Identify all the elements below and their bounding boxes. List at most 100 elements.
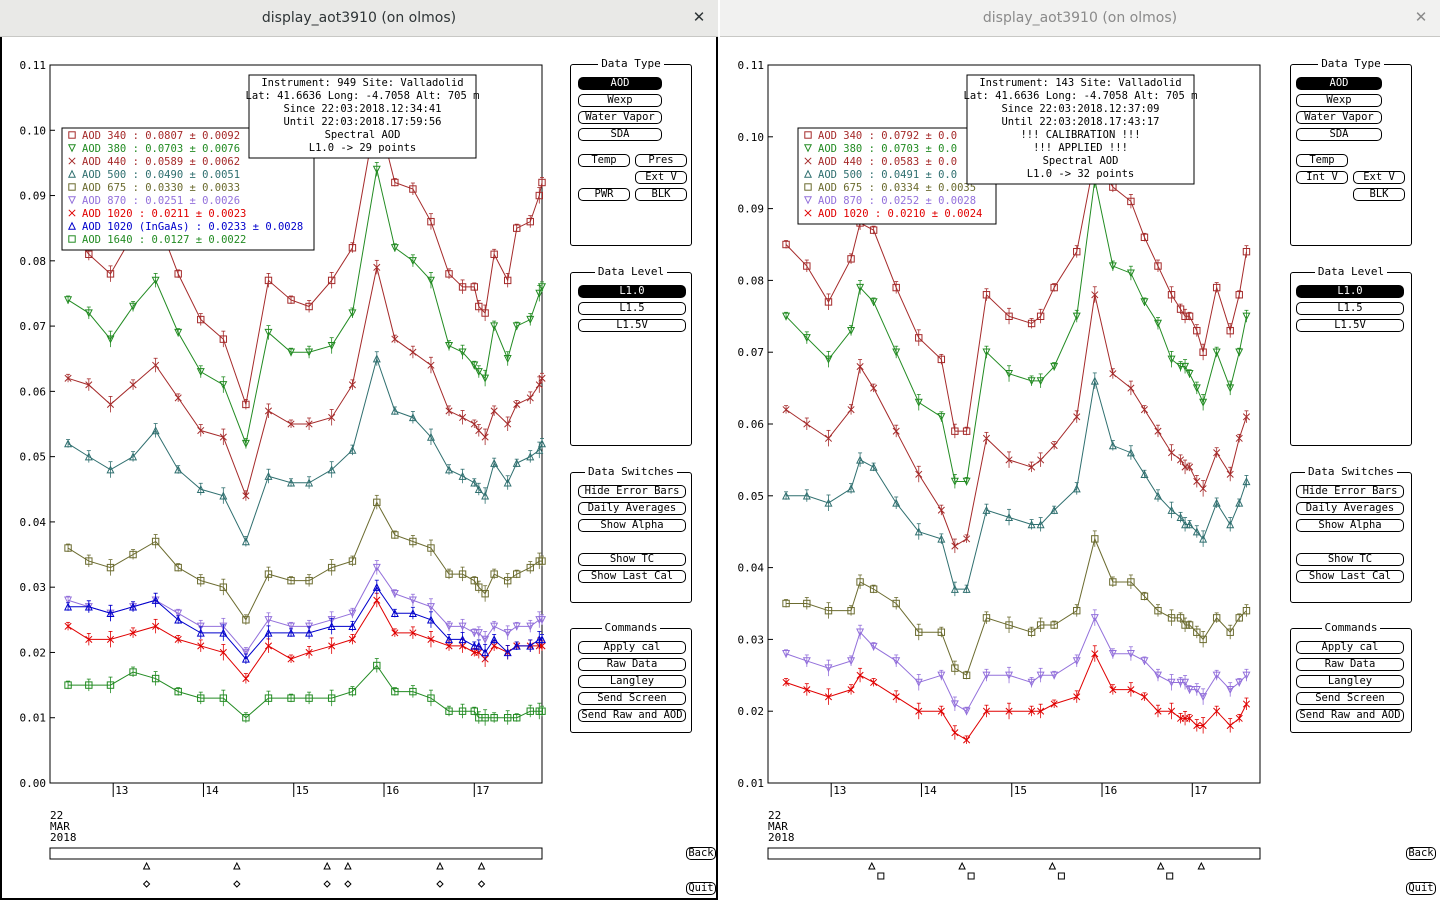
temp-button[interactable]: Temp	[578, 154, 630, 167]
data-point	[64, 296, 73, 305]
close-icon[interactable]: ✕	[692, 8, 706, 26]
blk-button[interactable]: BLK	[635, 188, 687, 201]
data-point	[963, 736, 971, 744]
data-point	[1199, 485, 1207, 493]
data-point	[196, 368, 205, 377]
triangle-marker	[323, 861, 331, 870]
data-level-panel: Data Level L1.0 L1.5 L1.5V	[1290, 265, 1412, 446]
apply-cal-button[interactable]: Apply cal	[578, 641, 686, 654]
timeline-bar	[767, 847, 1261, 860]
level-l15v-button[interactable]: L1.5V	[578, 319, 686, 332]
show-last-cal-button[interactable]: Show Last Cal	[578, 570, 686, 583]
data-point	[526, 563, 534, 572]
aod-button[interactable]: AOD	[1296, 77, 1382, 90]
send-raw-and-aod-button[interactable]: Send Raw and AOD	[1296, 709, 1404, 722]
data-point	[106, 563, 115, 572]
data-point	[241, 439, 250, 448]
diamond-marker	[436, 880, 444, 888]
series-aod-380	[782, 171, 1251, 489]
data-point	[962, 427, 971, 435]
water-vapor-button[interactable]: Water Vapor	[1296, 111, 1382, 124]
quit-button[interactable]: Quit	[686, 882, 716, 895]
data-point	[982, 291, 991, 299]
close-icon[interactable]: ✕	[1414, 8, 1428, 26]
data-point	[241, 537, 250, 546]
data-point	[409, 348, 417, 356]
date-label: 22	[768, 809, 781, 822]
legend-entry: AOD 440 : 0.0589 ± 0.0062	[82, 156, 240, 168]
water-vapor-button[interactable]: Water Vapor	[578, 111, 662, 124]
hide-error-bars-button[interactable]: Hide Error Bars	[1296, 485, 1404, 498]
blk-button[interactable]: BLK	[1353, 188, 1405, 201]
wexp-button[interactable]: Wexp	[1296, 94, 1382, 107]
data-point	[1226, 326, 1234, 335]
temp-button[interactable]: Temp	[1296, 154, 1348, 167]
legend-marker	[804, 209, 812, 217]
data-point	[914, 527, 923, 536]
show-tc-button[interactable]: Show TC	[578, 553, 686, 566]
data-point	[1005, 312, 1013, 321]
sda-button[interactable]: SDA	[578, 128, 662, 141]
ext-v-button[interactable]: Ext V	[635, 171, 687, 184]
apply-cal-button[interactable]: Apply cal	[1296, 641, 1404, 654]
int-v-button[interactable]: Int V	[1296, 171, 1348, 184]
daily-averages-button[interactable]: Daily Averages	[1296, 502, 1404, 515]
series-aod-870	[64, 560, 547, 658]
data-point	[427, 217, 435, 226]
date-label: 2018	[50, 831, 77, 844]
show-last-cal-button[interactable]: Show Last Cal	[1296, 570, 1404, 583]
data-point	[914, 678, 923, 687]
data-point	[526, 707, 534, 715]
data-point	[1005, 513, 1014, 522]
level-l10-button[interactable]: L1.0	[1296, 285, 1404, 298]
legend-entry: AOD 1640 : 0.0127 ± 0.0022	[82, 234, 246, 246]
data-point	[390, 590, 399, 599]
data-point	[151, 537, 160, 546]
series-aod-440	[782, 286, 1251, 554]
window-titlebar[interactable]: display_aot3910 (on olmos) ✕	[0, 0, 718, 37]
quit-button[interactable]: Quit	[1406, 882, 1436, 895]
send-screen-button[interactable]: Send Screen	[578, 692, 686, 705]
send-screen-button[interactable]: Send Screen	[1296, 692, 1404, 705]
sda-button[interactable]: SDA	[1296, 128, 1382, 141]
hide-error-bars-button[interactable]: Hide Error Bars	[578, 485, 686, 498]
data-point	[85, 557, 93, 565]
back-button[interactable]: Back	[1406, 847, 1436, 860]
pwr-button[interactable]: PWR	[578, 188, 630, 201]
show-alpha-button[interactable]: Show Alpha	[1296, 519, 1404, 532]
raw-data-button[interactable]: Raw Data	[1296, 658, 1404, 671]
level-l15v-button[interactable]: L1.5V	[1296, 319, 1404, 332]
langley-button[interactable]: Langley	[1296, 675, 1404, 688]
data-point	[537, 439, 547, 448]
wexp-button[interactable]: Wexp	[578, 94, 662, 107]
level-l10-button[interactable]: L1.0	[578, 285, 686, 298]
data-point	[327, 563, 336, 572]
level-l15-button[interactable]: L1.5	[578, 302, 686, 315]
data-point	[535, 381, 543, 389]
diamond-marker	[233, 880, 241, 888]
data-point	[847, 484, 856, 493]
back-button[interactable]: Back	[686, 847, 716, 860]
langley-button[interactable]: Langley	[578, 675, 686, 688]
window-titlebar[interactable]: display_aot3910 (on olmos) ✕	[720, 0, 1440, 37]
data-point	[962, 707, 971, 716]
pres-button[interactable]: Pres	[635, 154, 687, 167]
data-point	[1027, 319, 1036, 328]
data-point	[526, 315, 535, 324]
data-point	[287, 628, 296, 637]
show-tc-button[interactable]: Show TC	[1296, 553, 1404, 566]
aod-button[interactable]: AOD	[578, 77, 662, 90]
legend-entry: AOD 500 : 0.0490 ± 0.0051	[82, 169, 240, 181]
data-point	[1140, 657, 1149, 666]
data-point	[1140, 469, 1149, 478]
raw-data-button[interactable]: Raw Data	[578, 658, 686, 671]
level-l15-button[interactable]: L1.5	[1296, 302, 1404, 315]
daily-averages-button[interactable]: Daily Averages	[578, 502, 686, 515]
data-point	[1073, 693, 1081, 701]
ext-v-button[interactable]: Ext V	[1353, 171, 1405, 184]
send-raw-and-aod-button[interactable]: Send Raw and AOD	[578, 709, 686, 722]
data-point	[538, 707, 546, 715]
show-alpha-button[interactable]: Show Alpha	[578, 519, 686, 532]
data-point	[305, 694, 313, 702]
data-point	[503, 355, 512, 364]
